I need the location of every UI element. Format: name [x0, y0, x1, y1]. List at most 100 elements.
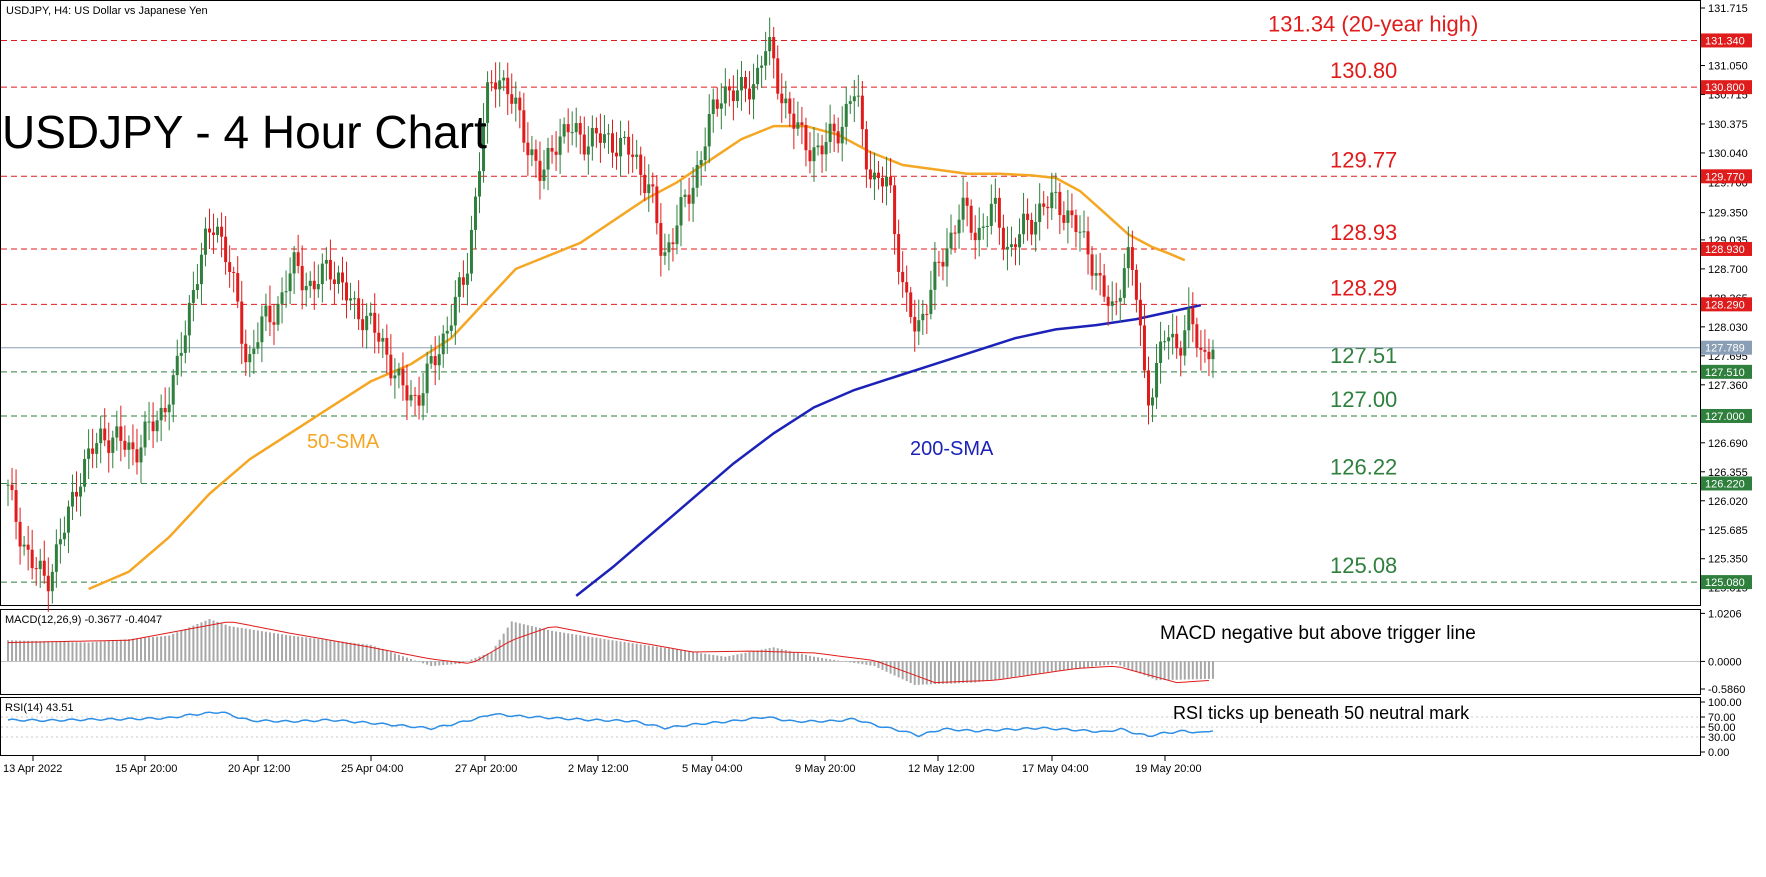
candle-body [208, 228, 211, 233]
sma50-label: 50-SMA [307, 431, 380, 453]
candle-body [1094, 273, 1098, 276]
candle-body [409, 394, 413, 401]
candle-body [272, 322, 276, 325]
candle-body [691, 187, 695, 204]
sma200-line [575, 303, 1202, 597]
candle-body [1009, 244, 1013, 247]
candle-body [562, 124, 566, 137]
candle-body [671, 242, 675, 245]
level-label: 127.51 [1330, 343, 1397, 368]
candle-body [6, 484, 10, 486]
level-price-tag [1701, 297, 1752, 312]
horizontal-levels: 131.34 (20-year high) 130.80 129.77 128.93 1… [1, 11, 1700, 583]
candle-body [1022, 213, 1026, 235]
candle-body [1102, 275, 1106, 297]
y-tick-label: 125.685 [1708, 525, 1748, 537]
candle-body [397, 368, 401, 376]
candle-body [1155, 362, 1159, 398]
candle-body [860, 95, 864, 130]
candle-body [639, 154, 643, 175]
candle-body [1191, 308, 1195, 325]
candle-body [1179, 348, 1183, 356]
candle-body [30, 549, 34, 569]
candle-body [643, 174, 647, 194]
candle-body [590, 127, 594, 147]
candle-body [324, 259, 328, 264]
x-tick-label: 5 May 04:00 [682, 763, 743, 775]
sma200-label: 200-SMA [910, 438, 994, 460]
candle-body [796, 122, 800, 129]
rsi-line [7, 711, 1214, 738]
candle-body [79, 486, 83, 497]
rsi-tick-label: 70.00 [1708, 712, 1736, 724]
candle-body [1005, 246, 1009, 250]
candle-body [119, 426, 123, 441]
candle-body [1138, 299, 1142, 326]
candle-body [453, 296, 457, 326]
rsi-tick-label: 0.00 [1708, 747, 1729, 759]
candle-body [542, 169, 546, 181]
candle-body [530, 149, 534, 156]
candle-body [743, 77, 747, 89]
candle-body [756, 67, 760, 85]
candle-body [461, 277, 465, 285]
candle-body [139, 447, 143, 463]
candle-body [332, 279, 336, 284]
level-price-tag [1701, 476, 1752, 491]
candle-body [296, 252, 300, 266]
candle-body [336, 272, 340, 284]
y-tick-label: 125.350 [1708, 554, 1748, 566]
level-label: 129.77 [1330, 147, 1397, 172]
candle-body [1038, 203, 1042, 223]
candle-body [1211, 349, 1215, 360]
candle-body [26, 544, 30, 550]
candle-body [748, 88, 752, 100]
candle-body [1110, 301, 1114, 306]
y-tick-label: 130.375 [1708, 119, 1748, 131]
candle-body [1195, 324, 1199, 348]
candle-body [1001, 227, 1005, 250]
candle-body [240, 301, 244, 344]
candle-body [103, 428, 107, 441]
candle-body [199, 254, 203, 285]
candle-body [687, 194, 691, 204]
candle-body [655, 186, 659, 224]
candle-body [482, 122, 486, 172]
candle-body [46, 575, 50, 592]
level-price-tag [1701, 169, 1752, 184]
candle-body [1098, 273, 1102, 276]
macd-annotation: MACD negative but above trigger line [1160, 623, 1476, 644]
candle-body [183, 335, 187, 353]
candle-body [961, 197, 965, 220]
candle-body [42, 560, 46, 576]
candle-body [1130, 247, 1134, 270]
candle-body [135, 449, 139, 463]
candle-body [619, 137, 623, 157]
candle-body [131, 442, 135, 450]
candle-body [300, 265, 304, 291]
candle-body [953, 232, 957, 234]
level-price-tag [1701, 241, 1752, 256]
candle-body [171, 375, 175, 405]
candle-body [566, 124, 570, 133]
rsi-tick-label: 50.00 [1708, 722, 1736, 734]
candle-body [856, 95, 860, 97]
candle-body [38, 560, 42, 570]
candle-body [921, 313, 925, 321]
candle-body [506, 77, 510, 95]
candle-body [417, 395, 421, 406]
candle-body [421, 393, 425, 406]
candle-body [1066, 210, 1070, 223]
candle-body [518, 97, 522, 111]
candle-body [1159, 341, 1163, 363]
candle-body [832, 123, 836, 132]
candle-body [191, 290, 195, 303]
candle-body [647, 184, 651, 194]
candle-body [844, 103, 848, 127]
candle-body [679, 197, 683, 226]
candle-body [534, 149, 538, 161]
candle-body [385, 338, 389, 355]
candle-body [187, 302, 191, 336]
candle-body [244, 343, 248, 363]
candle-body [465, 273, 469, 285]
